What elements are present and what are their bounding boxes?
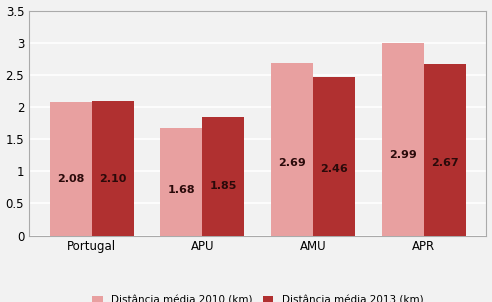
Text: 2.69: 2.69 bbox=[278, 158, 306, 168]
Bar bbox=[271, 63, 313, 236]
Legend: Distância média 2010 (km), Distância média 2013 (km): Distância média 2010 (km), Distância méd… bbox=[87, 290, 429, 302]
Bar bbox=[313, 77, 355, 236]
Text: 1.68: 1.68 bbox=[168, 185, 195, 195]
Bar bbox=[160, 127, 202, 236]
Bar bbox=[424, 64, 465, 236]
Text: 2.08: 2.08 bbox=[57, 174, 85, 185]
Bar bbox=[382, 43, 424, 236]
Text: 2.46: 2.46 bbox=[320, 164, 348, 174]
Text: 1.85: 1.85 bbox=[210, 181, 237, 191]
Text: 2.67: 2.67 bbox=[431, 159, 459, 169]
Text: 2.10: 2.10 bbox=[99, 174, 126, 184]
Bar bbox=[92, 101, 134, 236]
Text: 2.99: 2.99 bbox=[389, 150, 417, 160]
Bar bbox=[202, 117, 245, 236]
Bar bbox=[50, 102, 92, 236]
